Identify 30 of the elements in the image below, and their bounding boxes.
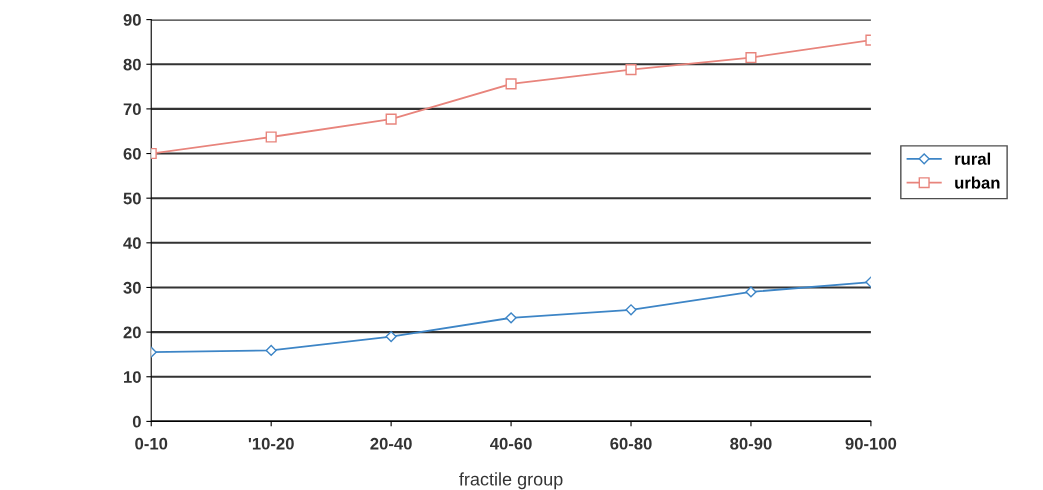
y-tick-label: 0 [132,415,141,428]
x-tick-label: 80-90 [730,437,772,450]
y-tick-label: 50 [123,192,141,205]
point [505,312,517,324]
x-tick-label: 40-60 [490,437,532,450]
point [385,330,397,343]
point [745,51,757,64]
x-axis-title: fractile group [459,472,563,490]
point [265,344,277,357]
y-tick-label: 80 [123,58,141,71]
point [505,78,517,90]
y-tick-label: 40 [123,237,141,250]
y-tick-label: 10 [124,371,141,383]
x-tick-label: 20-40 [370,437,412,450]
legend-label: urban [955,176,1000,189]
y-tick-label: 90 [123,14,141,26]
y-tick-label: 60 [123,147,141,160]
x-tick-label: '10-20 [248,437,294,450]
x-tick-label: 90-100 [845,437,897,450]
point [385,113,397,125]
y-tick-label: 30 [123,281,141,294]
y-tick-label: 70 [123,103,141,116]
legend-label: rural [955,152,991,165]
point [625,64,637,76]
point [265,131,277,143]
point [625,304,637,316]
y-tick-label: 20 [123,326,141,339]
x-tick-label: 0-10 [135,437,168,450]
x-tick-label: 60-80 [610,437,652,450]
point [745,286,757,298]
